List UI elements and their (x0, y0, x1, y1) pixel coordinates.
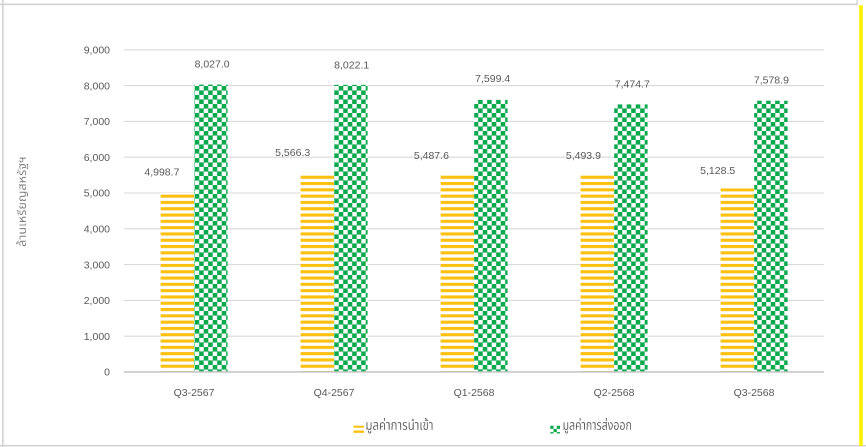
svg-text:7,474.7: 7,474.7 (615, 79, 650, 91)
svg-text:9,000: 9,000 (84, 45, 110, 57)
svg-text:0: 0 (104, 367, 110, 379)
svg-text:8,022.1: 8,022.1 (334, 59, 369, 71)
svg-text:7,599.4: 7,599.4 (475, 73, 510, 85)
svg-text:1,000: 1,000 (84, 331, 110, 343)
svg-text:5,128.5: 5,128.5 (700, 165, 735, 177)
svg-text:4,000: 4,000 (84, 224, 110, 236)
svg-text:5,566.3: 5,566.3 (275, 147, 310, 159)
svg-text:5,487.6: 5,487.6 (414, 150, 449, 162)
svg-text:5,000: 5,000 (84, 188, 110, 200)
svg-text:Q2-2568: Q2-2568 (594, 387, 635, 399)
svg-text:Q3-2567: Q3-2567 (174, 387, 215, 399)
svg-text:3,000: 3,000 (84, 259, 110, 271)
svg-text:2,000: 2,000 (84, 295, 110, 307)
svg-text:8,000: 8,000 (84, 80, 110, 92)
svg-text:8,027.0: 8,027.0 (195, 59, 230, 71)
svg-text:Q4-2567: Q4-2567 (314, 387, 355, 399)
svg-text:7,000: 7,000 (84, 116, 110, 128)
svg-text:4,998.7: 4,998.7 (144, 166, 179, 178)
svg-text:Q1-2568: Q1-2568 (454, 387, 495, 399)
svg-text:5,493.9: 5,493.9 (566, 150, 601, 162)
svg-text:Q3-2568: Q3-2568 (734, 387, 775, 399)
svg-text:6,000: 6,000 (84, 152, 110, 164)
svg-text:7,578.9: 7,578.9 (754, 75, 789, 87)
